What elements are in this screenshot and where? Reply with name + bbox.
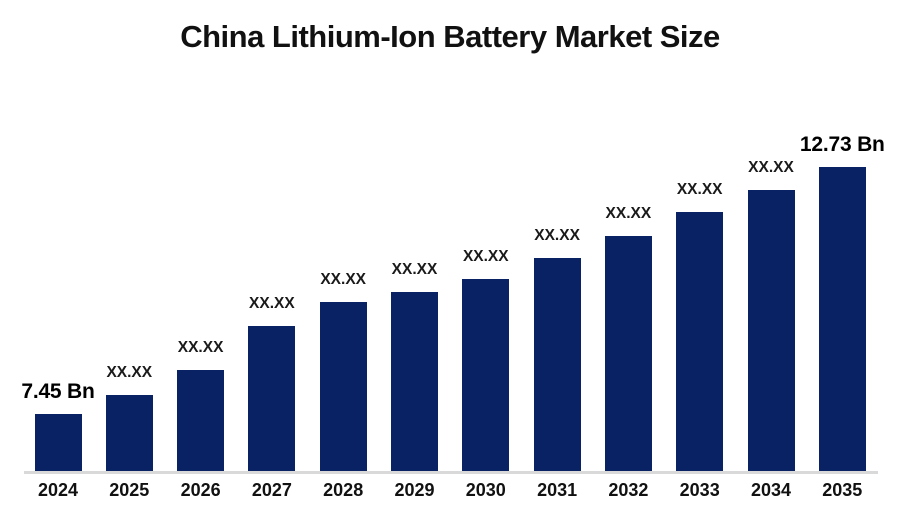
- x-axis-line: [24, 471, 878, 474]
- x-axis-tick-label-2024: 2024: [37, 480, 79, 500]
- x-axis-tick-label-2035: 2035: [822, 480, 863, 500]
- bar-value-label-2029: XX.XX: [391, 260, 438, 278]
- bar-value-label-2033: XX.XX: [676, 180, 723, 198]
- bar-value-label-2027: XX.XX: [249, 294, 295, 312]
- bar-value-label-2032: XX.XX: [605, 204, 652, 222]
- x-axis-tick-label-2028: 2028: [323, 480, 364, 500]
- bar-2031: [533, 258, 581, 471]
- bar-2024: [34, 414, 82, 471]
- bar-2030: [462, 279, 510, 471]
- x-axis-tick-label-2033: 2033: [679, 480, 720, 500]
- bar-2034: [747, 190, 795, 471]
- bar-2026: [177, 370, 225, 471]
- bar-value-label-2026: XX.XX: [177, 338, 224, 356]
- bar-value-label-2025: XX.XX: [106, 363, 153, 381]
- bar-value-label-2035: 12.73 Bn: [799, 133, 885, 156]
- x-axis-tick-label-2030: 2030: [465, 480, 506, 500]
- chart-title: China Lithium-Ion Battery Market Size: [180, 19, 720, 54]
- x-axis-tick-label-2026: 2026: [180, 480, 221, 500]
- bar-2028: [319, 302, 367, 471]
- bar-value-label-2031: XX.XX: [534, 226, 580, 244]
- bar-value-label-2034: XX.XX: [748, 158, 794, 176]
- x-axis-tick-label-2029: 2029: [394, 480, 435, 500]
- x-axis-tick-label-2025: 2025: [109, 480, 150, 500]
- bar-2027: [248, 326, 296, 471]
- bar-2033: [676, 212, 724, 471]
- x-axis-tick-label-2034: 2034: [750, 480, 792, 500]
- bar-2029: [391, 292, 438, 471]
- bar-2025: [105, 395, 153, 471]
- bar-2035: [818, 167, 866, 471]
- bar-value-label-2030: XX.XX: [462, 247, 509, 265]
- x-axis-tick-label-2031: 2031: [537, 480, 578, 500]
- bar-2032: [604, 236, 652, 471]
- x-axis-tick-label-2032: 2032: [608, 480, 649, 500]
- bar-value-label-2028: XX.XX: [320, 270, 367, 288]
- x-axis-tick-label-2027: 2027: [251, 480, 292, 500]
- bar-value-label-2024: 7.45 Bn: [21, 380, 95, 403]
